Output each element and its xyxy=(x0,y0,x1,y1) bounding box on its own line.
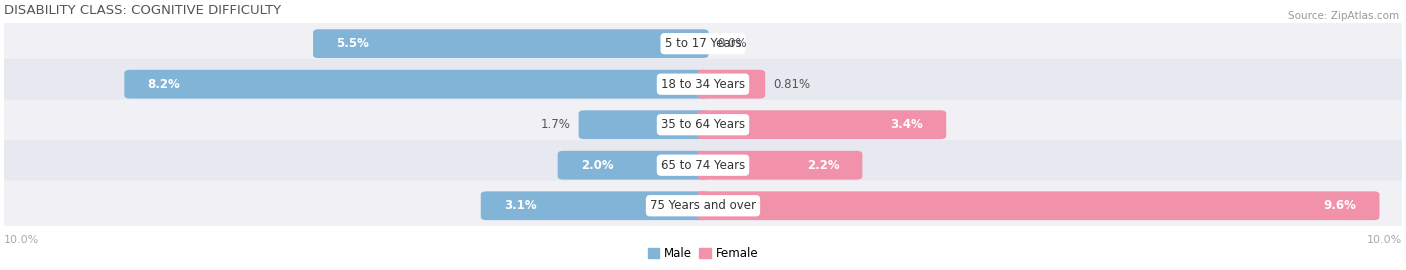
FancyBboxPatch shape xyxy=(697,70,765,99)
FancyBboxPatch shape xyxy=(0,140,1406,190)
Text: 75 Years and over: 75 Years and over xyxy=(650,199,756,212)
FancyBboxPatch shape xyxy=(697,151,862,180)
Text: 10.0%: 10.0% xyxy=(1367,235,1402,245)
Legend: Male, Female: Male, Female xyxy=(643,242,763,265)
Text: 9.6%: 9.6% xyxy=(1323,199,1357,212)
Text: 1.7%: 1.7% xyxy=(540,118,571,131)
Text: 35 to 64 Years: 35 to 64 Years xyxy=(661,118,745,131)
Text: 0.0%: 0.0% xyxy=(717,37,747,50)
Text: 3.4%: 3.4% xyxy=(890,118,924,131)
Text: 10.0%: 10.0% xyxy=(4,235,39,245)
Text: 2.2%: 2.2% xyxy=(807,159,839,172)
FancyBboxPatch shape xyxy=(124,70,709,99)
FancyBboxPatch shape xyxy=(0,100,1406,150)
Text: 3.1%: 3.1% xyxy=(503,199,537,212)
Text: DISABILITY CLASS: COGNITIVE DIFFICULTY: DISABILITY CLASS: COGNITIVE DIFFICULTY xyxy=(4,4,281,17)
FancyBboxPatch shape xyxy=(0,19,1406,69)
Text: 2.0%: 2.0% xyxy=(581,159,613,172)
FancyBboxPatch shape xyxy=(558,151,709,180)
FancyBboxPatch shape xyxy=(697,110,946,139)
Text: 5 to 17 Years: 5 to 17 Years xyxy=(665,37,741,50)
Text: Source: ZipAtlas.com: Source: ZipAtlas.com xyxy=(1288,11,1399,21)
FancyBboxPatch shape xyxy=(697,191,1379,220)
FancyBboxPatch shape xyxy=(579,110,709,139)
Text: 65 to 74 Years: 65 to 74 Years xyxy=(661,159,745,172)
FancyBboxPatch shape xyxy=(314,29,709,58)
FancyBboxPatch shape xyxy=(481,191,709,220)
Text: 18 to 34 Years: 18 to 34 Years xyxy=(661,78,745,91)
FancyBboxPatch shape xyxy=(0,59,1406,109)
Text: 5.5%: 5.5% xyxy=(336,37,368,50)
FancyBboxPatch shape xyxy=(0,181,1406,231)
Text: 0.81%: 0.81% xyxy=(773,78,811,91)
Text: 8.2%: 8.2% xyxy=(148,78,180,91)
